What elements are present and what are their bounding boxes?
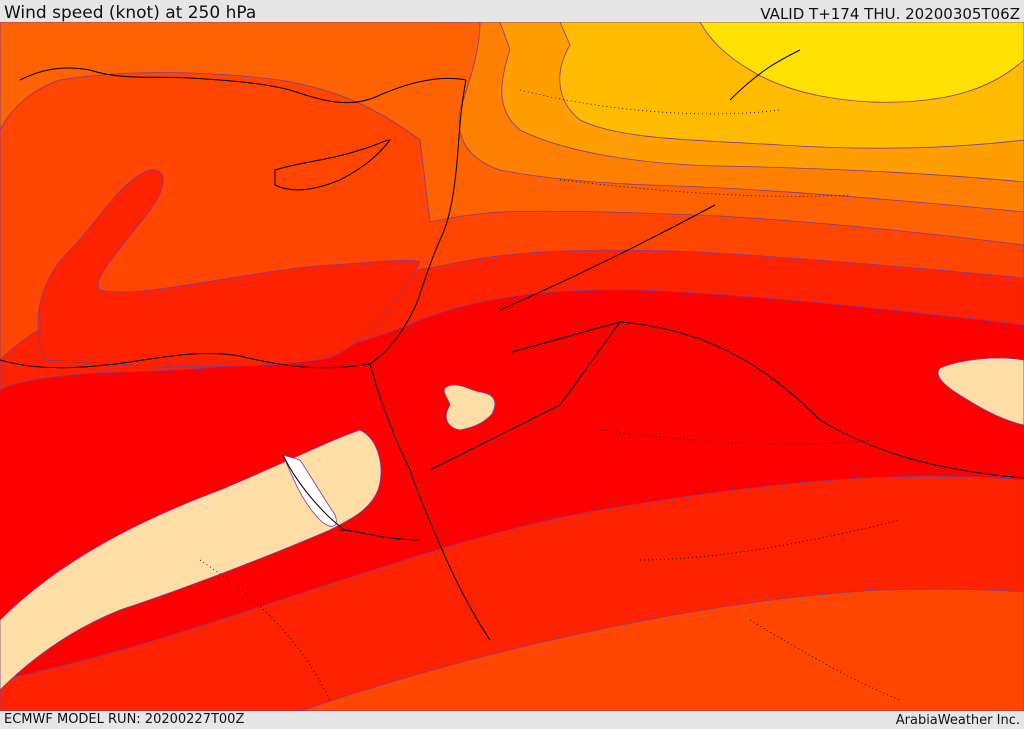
map-panel [0,22,1024,711]
map-title: Wind speed (knot) at 250 hPa [4,3,257,23]
credit-label: ArabiaWeather Inc. [895,713,1020,728]
jet-core-blob [443,384,496,431]
coastlines [0,49,1024,641]
valid-time: VALID T+174 THU. 20200305T06Z [760,5,1020,23]
model-run-label: ECMWF MODEL RUN: 20200227T00Z [4,712,245,727]
band-north-0 [699,22,1024,103]
internal-boundaries [199,89,901,701]
wind-speed-map [0,22,1024,711]
jet-core-west [0,429,382,691]
mediterranean-tongue [37,169,421,367]
header-bar: Wind speed (knot) at 250 hPa VALID T+174… [0,0,1024,23]
band-south-far [299,588,1024,711]
jet-core-max [282,454,337,527]
footer-bar: ECMWF MODEL RUN: 20200227T00Z ArabiaWeat… [0,711,1024,729]
jet-core-east [937,357,1024,426]
